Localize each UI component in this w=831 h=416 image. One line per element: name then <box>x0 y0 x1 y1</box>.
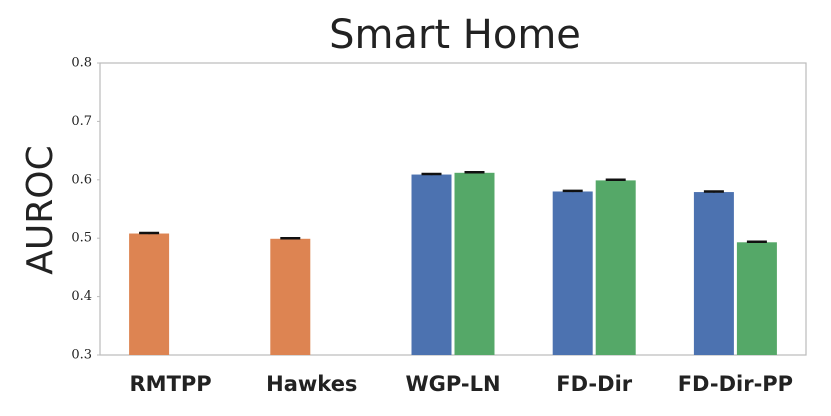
y-tick-label: 0.7 <box>71 114 92 129</box>
chart-title: Smart Home <box>329 12 581 58</box>
bar <box>129 233 170 355</box>
y-tick-label: 0.4 <box>71 289 92 304</box>
y-tick-label: 0.6 <box>71 172 92 187</box>
bar <box>736 242 777 355</box>
x-tick-label: RMTPP <box>130 372 212 396</box>
x-tick-label: FD-Dir-PP <box>678 372 793 396</box>
x-tick-label: Hawkes <box>266 372 357 396</box>
x-tick-label: FD-Dir <box>556 372 633 396</box>
y-tick-label: 0.8 <box>71 56 92 71</box>
y-tick-label: 0.5 <box>71 231 92 246</box>
bar <box>693 192 734 355</box>
bar <box>552 191 593 355</box>
y-axis-label: AUROC <box>20 145 61 274</box>
bar <box>270 238 311 355</box>
x-tick-label: WGP-LN <box>405 372 500 396</box>
bar <box>454 172 495 355</box>
plot-frame <box>99 62 807 356</box>
y-tick-label: 0.3 <box>71 348 92 363</box>
bar <box>595 180 636 355</box>
bar <box>411 174 452 355</box>
